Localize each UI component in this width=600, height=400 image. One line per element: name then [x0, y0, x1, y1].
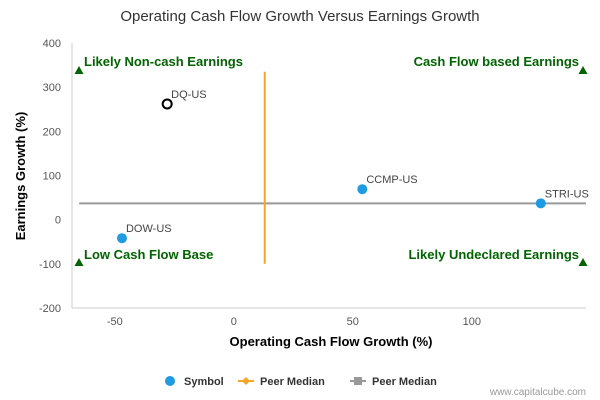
- legend-square-marker: [354, 377, 362, 385]
- data-point-label: DOW-US: [126, 223, 172, 235]
- y-tick-label: -100: [39, 259, 61, 271]
- data-point-label: STRI-US: [545, 188, 589, 200]
- data-point-marker: [116, 233, 127, 244]
- x-tick-label: 0: [231, 316, 237, 328]
- x-axis-title: Operating Cash Flow Growth (%): [230, 334, 433, 349]
- quadrant-marker-triangle: [74, 258, 84, 266]
- tick-labels: -50 0 50 100 -200 -100 0 100 200 300 400: [39, 38, 481, 328]
- data-point-marker: [535, 198, 546, 209]
- axes: [71, 43, 586, 309]
- y-tick-label: 200: [43, 126, 61, 138]
- x-tick-label: 50: [347, 316, 359, 328]
- quadrant-label: Likely Non-cash Earnings: [84, 54, 243, 69]
- quadrant-labels: Likely Non-cash Earnings Cash Flow based …: [74, 54, 588, 266]
- legend-label: Peer Median: [372, 376, 437, 388]
- peer-median-lines: [79, 71, 586, 264]
- quadrant-marker-triangle: [578, 66, 588, 74]
- quadrant-label: Cash Flow based Earnings: [414, 54, 579, 69]
- x-tick-label: -50: [107, 316, 123, 328]
- legend-label: Peer Median: [260, 376, 325, 388]
- y-axis-title: Earnings Growth (%): [13, 112, 28, 241]
- data-point-marker: [161, 98, 173, 110]
- y-tick-label: -200: [39, 303, 61, 315]
- data-point-label: CCMP-US: [366, 174, 417, 186]
- y-tick-label: 0: [55, 215, 61, 227]
- quadrant-marker-triangle: [578, 258, 588, 266]
- y-tick-label: 100: [43, 171, 61, 183]
- quadrant-marker-triangle: [74, 66, 84, 74]
- legend-symbol-marker: [165, 376, 175, 386]
- x-tick-label: 100: [463, 316, 481, 328]
- y-tick-label: 300: [43, 82, 61, 94]
- quadrant-label: Likely Undeclared Earnings: [408, 247, 579, 262]
- quadrant-label: Low Cash Flow Base: [84, 247, 213, 262]
- chart-title: Operating Cash Flow Growth Versus Earnin…: [120, 8, 479, 25]
- y-tick-label: 400: [43, 38, 61, 50]
- legend-label: Symbol: [184, 376, 224, 388]
- data-points: DQ-US CCMP-US STRI-US DOW-US: [116, 89, 589, 244]
- legend-diamond-marker: [242, 377, 250, 385]
- credit-text: www.capitalcube.com: [489, 387, 586, 398]
- data-point-marker: [357, 184, 368, 195]
- data-point-label: DQ-US: [171, 89, 206, 101]
- legend: Symbol Peer Median Peer Median: [165, 376, 437, 388]
